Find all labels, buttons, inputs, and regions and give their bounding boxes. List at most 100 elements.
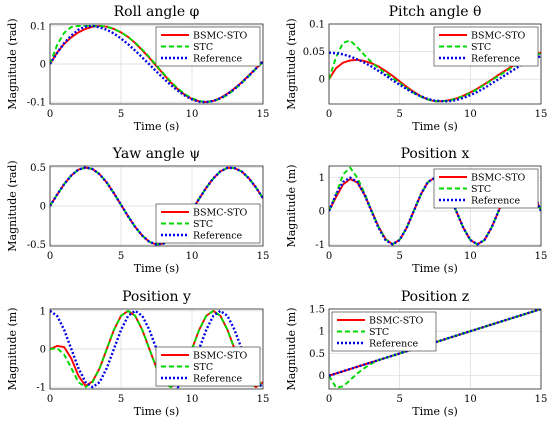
y-tick-label: 1 — [319, 327, 325, 338]
y-tick-label: 0.1 — [30, 21, 46, 32]
x-tick-label: 0 — [47, 394, 53, 405]
x-tick-label: 5 — [396, 251, 402, 262]
legend-label: STC — [193, 42, 213, 53]
y-tick-label: 1 — [40, 306, 46, 317]
y-tick-label: 0 — [40, 60, 46, 71]
y-tick-label: 0.05 — [303, 47, 325, 58]
x-axis-label: Time (s) — [412, 262, 458, 275]
legend-label: Reference — [471, 54, 521, 65]
x-tick-label: 10 — [464, 251, 477, 262]
y-tick-label: 0 — [319, 75, 325, 86]
chart-title: Position x — [401, 146, 470, 162]
y-axis-label: Magnitude (rad) — [285, 18, 298, 109]
chart-title: Yaw angle ψ — [112, 146, 200, 162]
legend-label: Reference — [193, 231, 243, 242]
x-tick-label: 15 — [257, 251, 270, 262]
legend-label: STC — [369, 327, 389, 338]
x-tick-label: 5 — [396, 109, 402, 120]
y-tick-label: 1 — [319, 173, 325, 184]
y-tick-label: 0.1 — [309, 20, 325, 31]
legend-label: BSMC-STO — [193, 351, 248, 362]
x-tick-label: 10 — [464, 394, 477, 405]
chart-title: Position y — [122, 289, 191, 305]
x-tick-label: 10 — [186, 251, 199, 262]
axes-box — [328, 23, 542, 105]
series-line-reference — [50, 166, 263, 246]
x-tick-label: 10 — [464, 109, 477, 120]
y-tick-label: 0.5 — [309, 349, 325, 360]
legend-label: STC — [471, 184, 491, 195]
x-tick-label: 5 — [118, 251, 124, 262]
x-tick-label: 0 — [47, 109, 53, 120]
subplot-6: 0 5 10 15 0 0.5 1 1.5 Position z Time (s) Magnitud… — [285, 289, 547, 418]
y-tick-label: 0 — [319, 207, 325, 218]
x-tick-label: 0 — [326, 251, 332, 262]
x-tick-label: 10 — [186, 109, 199, 120]
axes-box — [49, 23, 264, 105]
x-axis-label: Time (s) — [134, 405, 180, 418]
legend-label: STC — [193, 362, 213, 373]
series-line-reference — [329, 51, 541, 103]
y-tick-label: 1.5 — [309, 305, 325, 316]
x-tick-label: 15 — [535, 109, 548, 120]
x-axis-label: Time (s) — [134, 262, 180, 275]
chart-title: Position z — [401, 289, 469, 305]
series-line-reference — [50, 309, 263, 389]
x-axis-label: Time (s) — [134, 120, 180, 133]
series-line-reference — [329, 309, 541, 377]
legend-label: STC — [193, 219, 213, 230]
y-axis-label: Magnitude (m) — [285, 164, 298, 247]
y-axis-label: Magnitude (rad) — [6, 160, 19, 251]
y-axis-label: Magnitude (m) — [6, 307, 19, 390]
legend-label: BSMC-STO — [471, 31, 526, 42]
x-tick-label: 10 — [186, 394, 199, 405]
x-tick-label: 0 — [326, 109, 332, 120]
y-tick-label: 0.5 — [30, 163, 46, 174]
y-tick-label: -1 — [36, 383, 46, 394]
legend-label: BSMC-STO — [369, 316, 424, 327]
x-tick-label: 15 — [257, 394, 270, 405]
y-axis-label: Magnitude (m) — [285, 307, 298, 390]
chart-title: Roll angle φ — [114, 4, 200, 20]
legend-label: BSMC-STO — [471, 173, 526, 184]
legend-label: STC — [471, 42, 491, 53]
legend-label: Reference — [369, 339, 419, 350]
axes-box — [49, 165, 264, 247]
legend-label: Reference — [471, 196, 521, 207]
x-tick-label: 5 — [118, 109, 124, 120]
series-line-reference — [50, 24, 263, 104]
chart-title: Pitch angle θ — [389, 4, 482, 20]
y-tick-label: -0.5 — [27, 240, 46, 251]
x-axis-label: Time (s) — [412, 120, 458, 133]
axes-box — [49, 308, 264, 390]
y-tick-label: 0 — [40, 202, 46, 213]
legend-label: BSMC-STO — [193, 31, 248, 42]
x-tick-label: 5 — [118, 394, 124, 405]
legend-label: Reference — [193, 54, 243, 65]
x-tick-label: 0 — [326, 394, 332, 405]
legend-label: BSMC-STO — [193, 208, 248, 219]
x-tick-label: 0 — [47, 251, 53, 262]
x-tick-label: 15 — [535, 394, 548, 405]
y-tick-label: 0 — [40, 345, 46, 356]
subplot-2: 0 5 10 15 0 0.05 0.1 Pitch angle θ Time (s) Magni… — [285, 4, 547, 133]
axes-box — [328, 165, 542, 247]
y-tick-label: -1 — [315, 240, 325, 251]
x-tick-label: 5 — [396, 394, 402, 405]
axes-box — [328, 308, 542, 390]
x-tick-label: 15 — [257, 109, 270, 120]
x-tick-label: 15 — [535, 251, 548, 262]
y-tick-label: -0.1 — [27, 98, 46, 109]
y-axis-label: Magnitude (rad) — [6, 18, 19, 109]
y-tick-label: 0 — [319, 371, 325, 382]
